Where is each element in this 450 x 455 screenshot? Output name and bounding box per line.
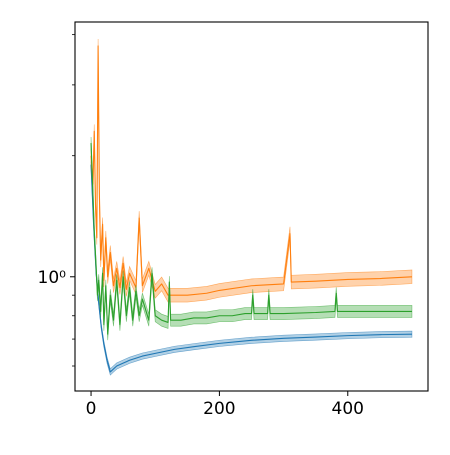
plot-frame: [74, 21, 429, 392]
series-1-band: [90, 161, 413, 376]
x-tick-label: 400: [332, 399, 364, 419]
x-tick-label: 200: [203, 399, 235, 419]
series-1-line: [90, 164, 412, 373]
x-tick-label: 0: [86, 399, 97, 419]
series-2-band: [90, 39, 413, 303]
series-layer: [90, 39, 413, 376]
y-tick-label: 10⁰: [38, 268, 67, 288]
series-3-line: [90, 143, 412, 335]
series-2-line: [90, 45, 412, 296]
axes-layer: 0 200 400 10⁰: [38, 21, 429, 419]
